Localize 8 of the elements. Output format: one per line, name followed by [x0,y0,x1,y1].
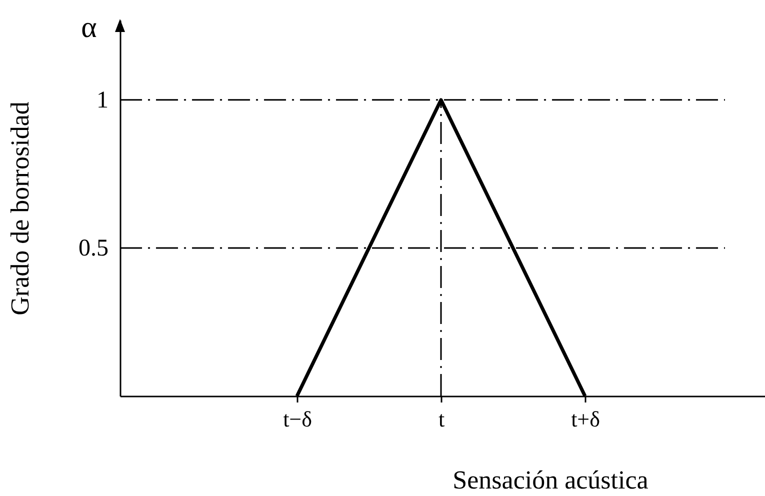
y-axis-title: Grado de borrosidad [6,102,34,316]
x-tick-label: t [438,406,445,432]
x-tick-label: t+δ [571,406,600,432]
x-tick-label: t−δ [283,406,312,432]
y-tick-label: 0.5 [78,235,108,262]
x-axis-title: Sensación acústica [452,466,649,494]
text: α [81,11,98,44]
y-tick-label: 1 [96,87,108,114]
